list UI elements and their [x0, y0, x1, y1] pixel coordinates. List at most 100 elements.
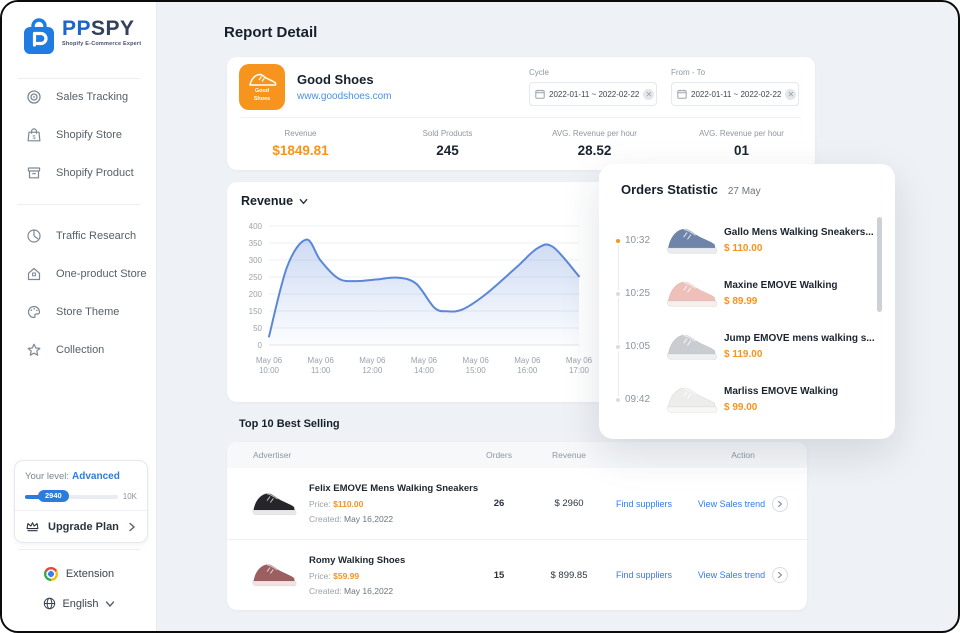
calendar-icon	[535, 89, 545, 99]
best-selling-table: Advertiser Orders Revenue Action Felix E…	[227, 442, 807, 610]
sidebar-divider	[18, 549, 140, 550]
store-url-link[interactable]: www.goodshoes.com	[297, 91, 392, 102]
timeline-connector	[617, 244, 619, 402]
view-sales-trend-link[interactable]: View Sales trend	[697, 498, 766, 509]
advertiser-cell: Romy Walking Shoes Price: $59.99 Created: …	[227, 555, 469, 596]
sidebar-item-store-theme[interactable]: Store Theme	[2, 293, 156, 331]
timeline-dot-active	[614, 236, 622, 245]
stat-label: AVG. Revenue per hour	[552, 129, 637, 138]
chart-title: Revenue	[241, 194, 294, 208]
from-to-date-range-input[interactable]: 2022-01-11 ~ 2022-02-22 ✕	[671, 82, 799, 106]
star-icon	[26, 342, 42, 358]
orders-count: 26	[493, 498, 505, 509]
orders-count: 15	[493, 569, 505, 581]
orders-panel-title: Orders Statistic	[621, 182, 718, 197]
sidebar-item-sales-tracking[interactable]: Sales Tracking	[2, 78, 156, 116]
svg-text:0: 0	[258, 341, 263, 350]
sidebar-item-label: Shopify Store	[56, 129, 123, 141]
level-label: Your level:	[25, 471, 70, 482]
table-header-row: Advertiser Orders Revenue Action	[227, 442, 807, 468]
order-product-name: Maxine EMOVE Walking	[724, 280, 838, 291]
sidebar-item-label: Sales Tracking	[56, 91, 129, 103]
svg-text:May 06: May 06	[566, 356, 593, 365]
product-image-maxine-emove-walking	[663, 276, 718, 312]
sidebar-item-collection[interactable]: Collection	[2, 331, 156, 369]
orders-scrollbar-thumb[interactable]	[877, 217, 882, 312]
sneaker-icon	[249, 73, 277, 86]
order-item-maxine-emove-walking[interactable]: 10:25 Maxine EMOVE Walking $ 89.99	[599, 267, 895, 320]
cycle-label: Cycle	[529, 68, 550, 77]
svg-text:May 06: May 06	[514, 356, 541, 365]
svg-text:250: 250	[249, 273, 263, 282]
sidebar-item-shopify-product[interactable]: Shopify Product	[2, 154, 156, 192]
target-icon	[26, 89, 42, 105]
language-selector[interactable]: English	[2, 597, 156, 610]
order-product-price: $ 89.99	[724, 296, 758, 307]
view-sales-trend-link[interactable]: View Sales trend	[697, 570, 766, 580]
clear-icon[interactable]: ✕	[785, 88, 797, 100]
action-cell: View Sales trend	[679, 567, 807, 583]
find-suppliers-link[interactable]: Find suppliers	[615, 570, 673, 580]
clear-icon[interactable]: ✕	[643, 88, 655, 100]
logo-tagline: Shopify E-Commerce Expert	[62, 41, 142, 47]
sidebar-item-traffic-research[interactable]: Traffic Research	[2, 217, 156, 255]
product-box-icon	[26, 165, 42, 181]
stat-label: Sold Products	[422, 129, 473, 138]
stat-revenue-0: Revenue $1849.81	[227, 118, 374, 169]
store-badge-line1: Good	[254, 88, 270, 95]
order-time: 10:32	[625, 235, 651, 246]
price-label: Price:	[309, 570, 331, 581]
timeline-dot	[614, 289, 622, 298]
sidebar-item-label: One-product Store	[56, 268, 147, 280]
expand-row-button[interactable]	[772, 495, 789, 512]
column-header-action: Action	[731, 450, 755, 460]
order-item-jump-emove-mens-walking-s[interactable]: 10:05 Jump EMOVE mens walking s... $ 119.0…	[599, 320, 895, 373]
table-row-felix-emove-mens-walking-sneakers: Felix EMOVE Mens Walking Sneakers Price: …	[227, 468, 807, 539]
svg-text:200: 200	[249, 290, 263, 299]
upgrade-plan-label: Upgrade Plan	[48, 520, 119, 533]
product-image-romy-walking-shoes	[249, 556, 297, 594]
order-item-gallo-mens-walking-sneakers[interactable]: 10:32 Gallo Mens Walking Sneakers... $ 110…	[599, 214, 895, 267]
find-suppliers-link[interactable]: Find suppliers	[615, 498, 673, 509]
svg-text:16:00: 16:00	[517, 366, 538, 375]
svg-text:350: 350	[249, 239, 263, 248]
order-time: 10:05	[625, 341, 651, 352]
order-time: 10:25	[625, 288, 651, 299]
stat-value: 245	[436, 143, 459, 158]
sidebar-item-one-product-store[interactable]: One-product Store	[2, 255, 156, 293]
sidebar-item-label: Traffic Research	[56, 230, 137, 242]
order-item-marliss-emove-walking[interactable]: 09:42 Marliss EMOVE Walking $ 99.00	[599, 373, 895, 426]
store-summary-card: Good Shoes Good Shoes www.goodshoes.com …	[227, 57, 815, 170]
level-progress-fill	[25, 494, 46, 499]
svg-text:10:00: 10:00	[259, 366, 280, 375]
advertiser-cell: Felix EMOVE Mens Walking Sneakers Price: …	[227, 483, 478, 524]
store-stats-row: Revenue $1849.81 Sold Products 245 AVG. Reve…	[227, 118, 815, 169]
upgrade-plan-button[interactable]: Upgrade Plan	[15, 510, 147, 542]
sidebar-divider	[18, 204, 140, 205]
store-bag-icon: $	[26, 127, 42, 143]
created-value: May 16,2022	[343, 514, 394, 524]
sidebar-item-shopify-store[interactable]: $ Shopify Store	[2, 116, 156, 154]
expand-row-button[interactable]	[772, 567, 789, 583]
chevron-down-icon	[105, 600, 114, 607]
svg-text:17:00: 17:00	[569, 366, 590, 375]
stat-value: 28.52	[577, 143, 612, 158]
order-product-name: Marliss EMOVE Walking	[724, 386, 839, 397]
product-price-row: Price: $59.99	[309, 571, 405, 581]
shopping-bag-logo-icon	[24, 18, 54, 54]
order-info: Gallo Mens Walking Sneakers... $ 110.00	[724, 227, 874, 254]
svg-text:15:00: 15:00	[466, 366, 487, 375]
chart-metric-select[interactable]: Revenue	[227, 182, 815, 208]
product-name: Romy Walking Shoes	[309, 554, 406, 566]
cycle-date-range-input[interactable]: 2022-01-11 ~ 2022-02-22 ✕	[529, 82, 657, 106]
crown-icon	[26, 522, 39, 532]
svg-text:14:00: 14:00	[414, 366, 435, 375]
created-value: May 16,2022	[343, 585, 394, 596]
extension-button[interactable]: Extension	[2, 567, 156, 581]
table-row-romy-walking-shoes: Romy Walking Shoes Price: $59.99 Created: …	[227, 539, 807, 610]
timeline-dot	[614, 342, 622, 351]
logo-name-secondary: SPY	[91, 17, 135, 40]
svg-text:May 06: May 06	[256, 356, 283, 365]
created-label: Created:	[309, 514, 342, 524]
